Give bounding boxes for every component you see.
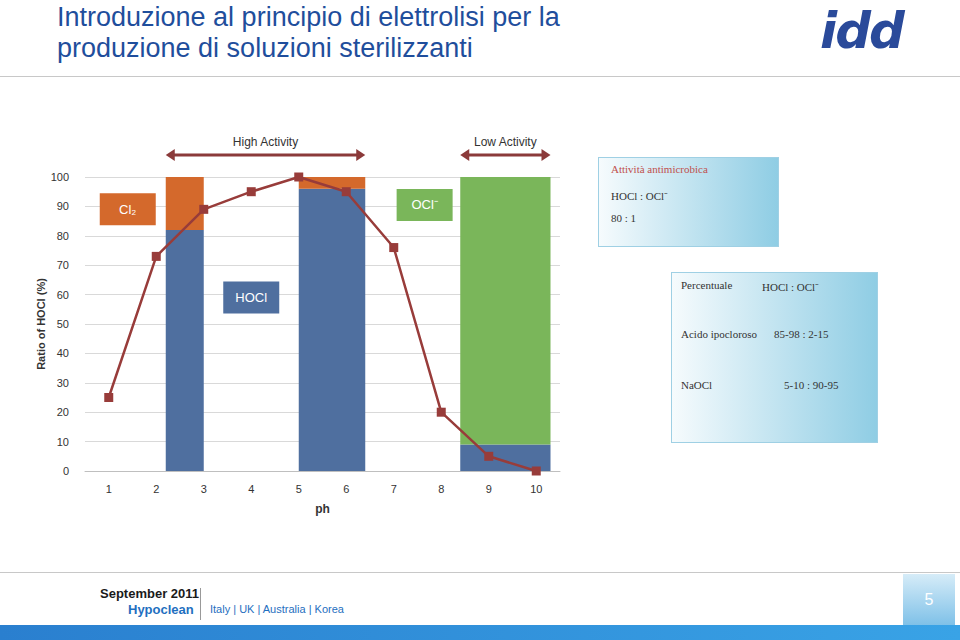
svg-text:20: 20 [57, 406, 69, 418]
svg-text:OCl⁻: OCl⁻ [411, 197, 437, 212]
html-text:Introduzione al principio di e: Introduzione al principio di elettrolisi… [57, 2, 560, 32]
html-text:NaOCl: NaOCl [681, 379, 713, 391]
html-text:5-10 : 90-95: 5-10 : 90-95 [784, 379, 839, 391]
html-text:September 2011: September 2011 [100, 586, 199, 601]
html-text:80 : 1: 80 : 1 [611, 212, 637, 224]
svg-text:2: 2 [153, 483, 159, 495]
svg-text:10: 10 [530, 483, 542, 495]
svg-text:6: 6 [343, 483, 349, 495]
svg-text:3: 3 [201, 483, 207, 495]
html-text:5: 5 [924, 591, 934, 608]
html-text:85-98 : 2-15: 85-98 : 2-15 [774, 328, 829, 340]
svg-text:Ratio of HOCl (%): Ratio of HOCl (%) [35, 278, 47, 370]
html-text:HOCl : OCl⁻: HOCl : OCl⁻ [762, 281, 820, 293]
svg-text:7: 7 [391, 483, 397, 495]
svg-text:9: 9 [486, 483, 492, 495]
svg-text:100: 100 [51, 171, 69, 183]
html-text:produzione di soluzioni steril: produzione di soluzioni sterilizzanti [57, 33, 473, 63]
svg-text:50: 50 [57, 318, 69, 330]
svg-text:40: 40 [57, 347, 69, 359]
svg-text:ph: ph [315, 502, 330, 516]
svg-text:90: 90 [57, 200, 69, 212]
svg-text:4: 4 [248, 483, 254, 495]
html-text:HOCl : OCl⁻: HOCl : OCl⁻ [611, 190, 669, 202]
svg-text:80: 80 [57, 230, 69, 242]
html-text:Italy | UK | Australia | Korea: Italy | UK | Australia | Korea [210, 603, 344, 615]
svg-text:Cl₂: Cl₂ [119, 202, 136, 217]
svg-text:HOCl: HOCl [235, 290, 267, 305]
svg-text:0: 0 [63, 465, 69, 477]
html-text:Acido ipocloroso: Acido ipocloroso [681, 328, 758, 340]
html-text:Hypoclean: Hypoclean [128, 602, 194, 617]
html-text:idd: idd [820, 2, 903, 60]
svg-text:30: 30 [57, 377, 69, 389]
svg-text:8: 8 [438, 483, 444, 495]
svg-text:1: 1 [106, 483, 112, 495]
svg-text:High Activity: High Activity [233, 135, 298, 149]
svg-text:5: 5 [296, 483, 302, 495]
svg-text:70: 70 [57, 259, 69, 271]
html-text:Percentuale: Percentuale [681, 279, 733, 291]
svg-text:Low Activity: Low Activity [474, 135, 537, 149]
html-text:Attività antimicrobica: Attività antimicrobica [611, 163, 708, 175]
svg-text:10: 10 [57, 436, 69, 448]
svg-text:60: 60 [57, 289, 69, 301]
